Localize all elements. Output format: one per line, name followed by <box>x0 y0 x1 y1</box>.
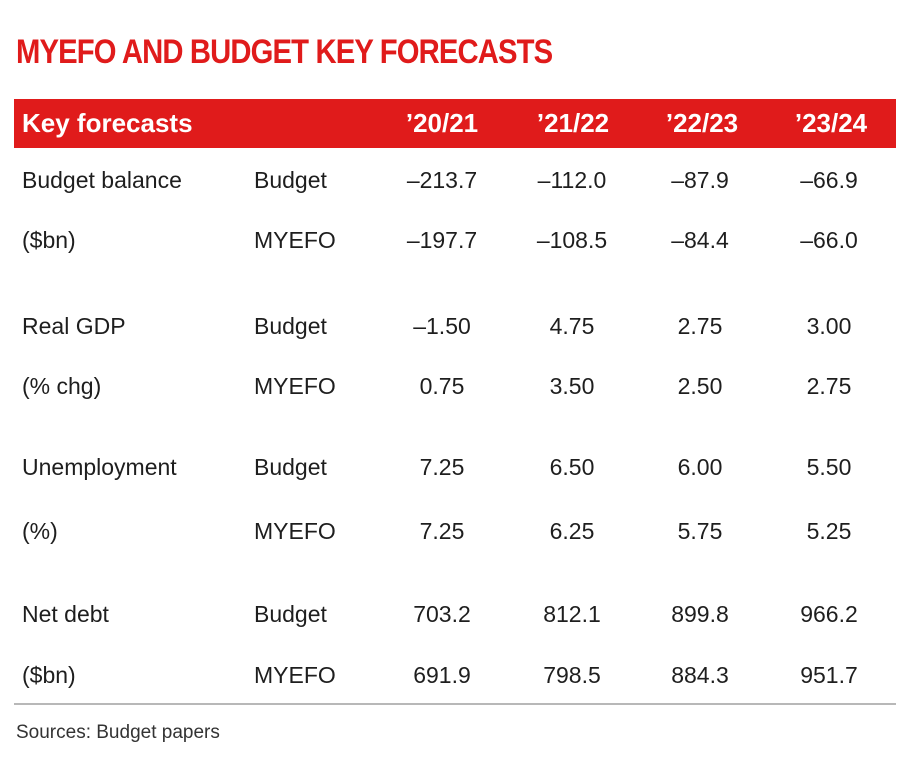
value-cell: 798.5 <box>543 662 601 688</box>
row-label: ($bn) <box>22 227 76 253</box>
row-source: MYEFO <box>254 227 336 253</box>
value-cell: 2.75 <box>806 373 852 399</box>
value-cell: 4.75 <box>549 313 595 339</box>
value-cell: –108.5 <box>536 227 608 253</box>
value-cell: –66.9 <box>800 167 858 193</box>
table-header: Key forecasts ’20/21 ’21/22 ’22/23 ’23/2… <box>14 99 896 148</box>
value-cell: –87.9 <box>671 167 729 193</box>
value-cell: 7.25 <box>419 454 465 480</box>
value-cell: 5.50 <box>806 454 852 480</box>
value-cell: 899.8 <box>671 601 729 627</box>
value-cell: 3.50 <box>549 373 595 399</box>
value-cell: 703.2 <box>413 601 471 627</box>
row-source: Budget <box>254 601 327 627</box>
row-label: Net debt <box>22 601 109 627</box>
value-cell: –66.0 <box>800 227 858 253</box>
source-note: Sources: Budget papers <box>16 722 220 743</box>
row-source: Budget <box>254 167 327 193</box>
value-cell: 2.50 <box>677 373 723 399</box>
header-year-2223: ’22/23 <box>665 108 739 138</box>
row-source: Budget <box>254 313 327 339</box>
table-row: Budget balance Budget –213.7 –112.0 –87.… <box>0 160 912 200</box>
row-label: Real GDP <box>22 313 126 339</box>
value-cell: –197.7 <box>406 227 478 253</box>
value-cell: 884.3 <box>671 662 729 688</box>
value-cell: 6.00 <box>677 454 723 480</box>
table-divider <box>14 703 896 705</box>
value-cell: 2.75 <box>677 313 723 339</box>
table-row: ($bn) MYEFO –197.7 –108.5 –84.4 –66.0 <box>0 220 912 260</box>
value-cell: 6.25 <box>549 518 595 544</box>
value-cell: 7.25 <box>419 518 465 544</box>
value-cell: 951.7 <box>800 662 858 688</box>
header-year-2324: ’23/24 <box>794 108 868 138</box>
value-cell: 966.2 <box>800 601 858 627</box>
table-row: ($bn) MYEFO 691.9 798.5 884.3 951.7 <box>0 655 912 695</box>
header-year-2021: ’20/21 <box>405 108 479 138</box>
row-source: Budget <box>254 454 327 480</box>
row-source: MYEFO <box>254 662 336 688</box>
row-label: Budget balance <box>22 167 182 193</box>
value-cell: –84.4 <box>671 227 729 253</box>
row-label: ($bn) <box>22 662 76 688</box>
value-cell: 0.75 <box>419 373 465 399</box>
header-label: Key forecasts <box>22 108 193 138</box>
value-cell: 691.9 <box>413 662 471 688</box>
row-source: MYEFO <box>254 373 336 399</box>
table-row: (%) MYEFO 7.25 6.25 5.75 5.25 <box>0 511 912 551</box>
table-row: Net debt Budget 703.2 812.1 899.8 966.2 <box>0 594 912 634</box>
value-cell: 812.1 <box>543 601 601 627</box>
chart-title: MYEFO AND BUDGET KEY FORECASTS <box>16 33 553 71</box>
row-source: MYEFO <box>254 518 336 544</box>
value-cell: –1.50 <box>413 313 471 339</box>
table-row: (% chg) MYEFO 0.75 3.50 2.50 2.75 <box>0 366 912 406</box>
header-year-2122: ’21/22 <box>536 108 610 138</box>
value-cell: 6.50 <box>549 454 595 480</box>
table-row: Unemployment Budget 7.25 6.50 6.00 5.50 <box>0 447 912 487</box>
row-label: Unemployment <box>22 454 177 480</box>
value-cell: –112.0 <box>537 167 607 193</box>
value-cell: 5.25 <box>806 518 852 544</box>
value-cell: 3.00 <box>806 313 852 339</box>
value-cell: –213.7 <box>406 167 478 193</box>
row-label: (% chg) <box>22 373 102 399</box>
table-row: Real GDP Budget –1.50 4.75 2.75 3.00 <box>0 306 912 346</box>
row-label: (%) <box>22 518 58 544</box>
value-cell: 5.75 <box>677 518 723 544</box>
